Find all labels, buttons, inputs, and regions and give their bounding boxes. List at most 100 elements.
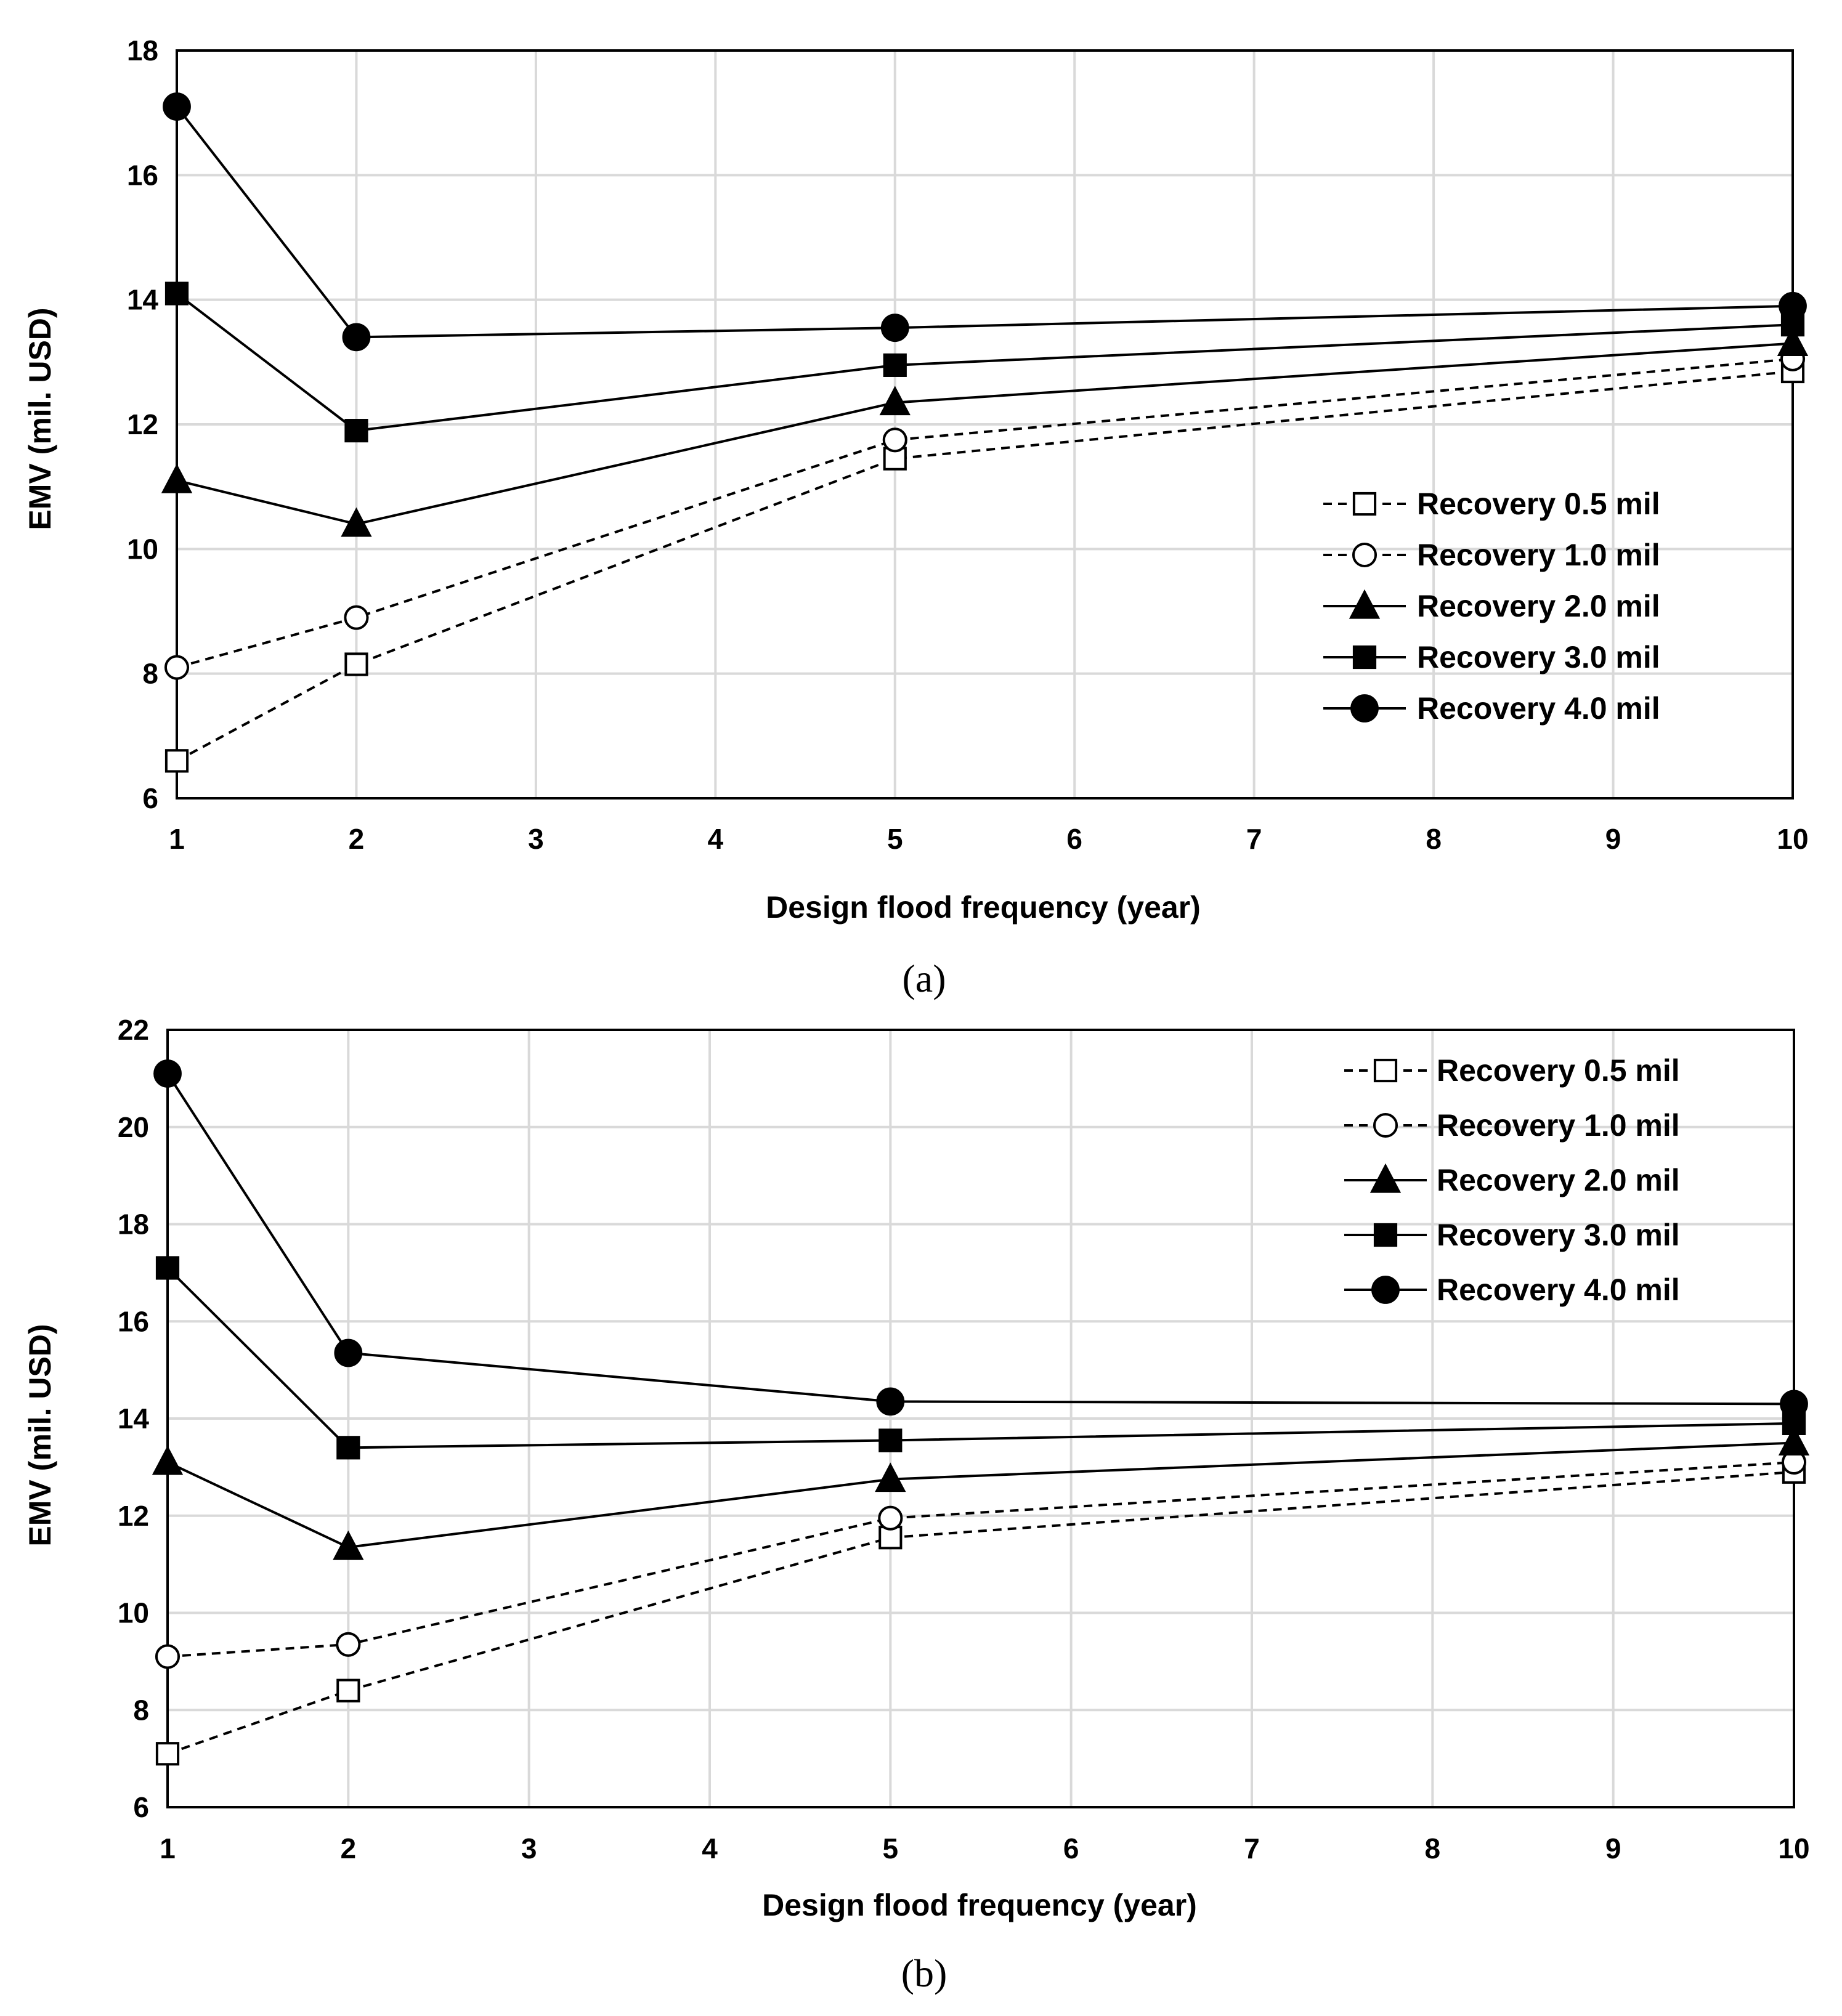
legend-label: Recovery 2.0 mil xyxy=(1417,589,1660,623)
plot-area-frame xyxy=(176,49,1794,800)
data-point-marker xyxy=(333,1530,364,1560)
series-line xyxy=(176,105,1793,339)
data-point-marker xyxy=(155,1644,181,1669)
series-line xyxy=(176,342,1793,525)
data-point-marker xyxy=(164,281,189,306)
x-tick-label: 5 xyxy=(883,1832,899,1864)
x-tick-label: 2 xyxy=(341,1832,357,1864)
data-point-marker xyxy=(878,1505,903,1531)
data-point-marker xyxy=(344,419,368,443)
series-line xyxy=(166,1267,1795,1449)
y-tick-label: 14 xyxy=(127,284,159,316)
data-point-marker xyxy=(879,386,911,416)
x-tick-label: 6 xyxy=(1063,1832,1079,1864)
legend-marker xyxy=(1373,1058,1398,1083)
legend-marker xyxy=(1373,1112,1398,1138)
legend-marker xyxy=(1352,492,1377,516)
data-point-marker xyxy=(163,92,191,121)
chart-panel-b: EMV (mil. USD) Design flood frequency (y… xyxy=(23,1014,1810,1995)
data-point-marker xyxy=(1777,326,1809,357)
series-line xyxy=(176,370,1793,763)
y-tick-label: 8 xyxy=(133,1694,149,1726)
data-point-marker xyxy=(344,605,369,630)
data-point-marker xyxy=(164,655,190,680)
data-point-marker xyxy=(1778,1426,1810,1456)
data-point-marker xyxy=(341,507,372,537)
x-tick-label: 1 xyxy=(160,1832,176,1864)
x-tick-label: 7 xyxy=(1244,1832,1260,1864)
y-tick-label: 12 xyxy=(118,1500,149,1532)
series-line xyxy=(176,292,1793,432)
chart-panel-a: EMV (mil. USD) Design flood frequency (y… xyxy=(23,34,1809,1000)
x-tick-label: 1 xyxy=(169,823,185,855)
legend-marker xyxy=(1352,645,1377,670)
data-point-marker xyxy=(336,1632,361,1657)
data-point-marker xyxy=(334,1338,363,1367)
x-axis-label-a: Design flood frequency (year) xyxy=(766,890,1201,925)
y-tick-label: 10 xyxy=(127,533,158,565)
y-tick-label: 10 xyxy=(118,1597,149,1629)
x-tick-label: 4 xyxy=(708,823,724,855)
data-point-marker xyxy=(155,1742,180,1766)
data-point-marker xyxy=(878,1526,903,1550)
y-tick-label: 16 xyxy=(127,159,158,191)
data-point-marker xyxy=(1780,1390,1808,1419)
data-point-marker xyxy=(878,1428,903,1452)
legend-label: Recovery 1.0 mil xyxy=(1417,538,1660,572)
x-tick-label: 9 xyxy=(1605,1832,1621,1864)
x-tick-label: 3 xyxy=(528,823,544,855)
y-tick-label: 16 xyxy=(118,1305,149,1337)
legend-label: Recovery 4.0 mil xyxy=(1417,691,1660,726)
panel-label-b: (b) xyxy=(901,1951,947,1995)
legend-label: Recovery 3.0 mil xyxy=(1437,1218,1680,1252)
legend-marker xyxy=(1369,1163,1402,1193)
data-point-marker xyxy=(1779,291,1807,320)
legend-marker xyxy=(1371,1276,1400,1304)
y-tick-label: 12 xyxy=(127,408,158,440)
legend-marker xyxy=(1349,589,1381,619)
legend-label: Recovery 0.5 mil xyxy=(1437,1053,1680,1088)
x-tick-label: 8 xyxy=(1425,1832,1441,1864)
series-line xyxy=(167,1470,1795,1755)
x-tick-label: 4 xyxy=(702,1832,718,1864)
x-tick-label: 8 xyxy=(1426,823,1442,855)
y-tick-label: 14 xyxy=(118,1403,150,1435)
y-tick-label: 22 xyxy=(118,1014,149,1046)
panel-label-a: (a) xyxy=(902,957,946,1000)
x-tick-label: 3 xyxy=(521,1832,537,1864)
data-point-marker xyxy=(876,1387,905,1416)
data-point-marker xyxy=(152,1445,184,1475)
legend-label: Recovery 0.5 mil xyxy=(1417,487,1660,521)
data-point-marker xyxy=(164,749,189,773)
legend-label: Recovery 2.0 mil xyxy=(1437,1163,1680,1197)
data-point-marker xyxy=(882,427,907,453)
series-line xyxy=(166,1072,1795,1406)
series-line xyxy=(176,357,1793,669)
legend-marker xyxy=(1373,1223,1398,1247)
y-tick-label: 18 xyxy=(118,1208,149,1241)
y-axis-label-b: EMV (mil. USD) xyxy=(23,1324,57,1546)
x-tick-label: 2 xyxy=(349,823,365,855)
x-tick-label: 10 xyxy=(1777,823,1808,855)
legend-marker xyxy=(1352,542,1377,568)
data-point-marker xyxy=(883,353,907,377)
x-tick-label: 5 xyxy=(887,823,903,855)
y-axis-label-a: EMV (mil. USD) xyxy=(23,307,57,530)
x-axis-label-b: Design flood frequency (year) xyxy=(762,1888,1197,1922)
data-point-marker xyxy=(336,1678,360,1702)
data-point-marker xyxy=(875,1462,906,1492)
x-tick-label: 9 xyxy=(1605,823,1621,855)
y-tick-label: 18 xyxy=(127,34,158,67)
legend-label: Recovery 1.0 mil xyxy=(1437,1108,1680,1143)
data-point-marker xyxy=(153,1059,182,1088)
x-tick-label: 7 xyxy=(1246,823,1262,855)
y-tick-label: 20 xyxy=(118,1111,149,1143)
series-line xyxy=(167,1441,1795,1549)
data-point-marker xyxy=(155,1256,180,1280)
data-point-marker xyxy=(880,314,909,342)
y-tick-label: 6 xyxy=(133,1791,149,1823)
y-tick-label: 6 xyxy=(142,782,158,814)
data-point-marker xyxy=(161,463,193,493)
legend-marker xyxy=(1350,694,1379,723)
